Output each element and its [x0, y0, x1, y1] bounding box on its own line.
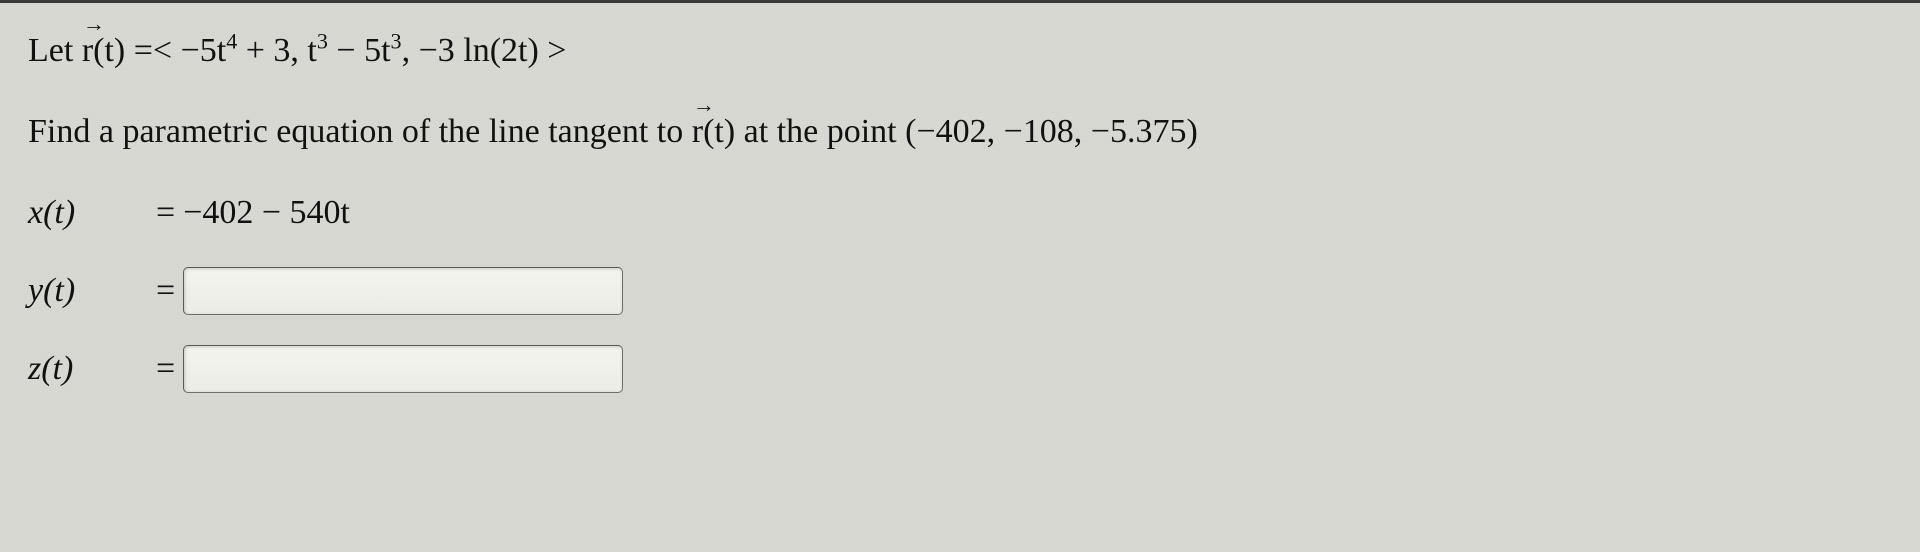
y-answer-input[interactable]	[183, 267, 623, 315]
problem-definition-line: Let r(t) =< −5t4 + 3, t3 − 5t3, −3 ln(2t…	[28, 23, 1892, 74]
y-equals: =	[148, 274, 183, 308]
problem-instruction-line: Find a parametric equation of the line t…	[28, 104, 1892, 155]
let-definition: (t) =< −5t4 + 3, t3 − 5t3, −3 ln(2t) >	[93, 32, 566, 69]
let-prefix: Let	[28, 32, 82, 69]
vector-r-symbol-1: r	[82, 23, 93, 74]
y-lhs: y(t)	[28, 272, 75, 309]
equation-row-x: x(t) = −402 − 540t	[28, 185, 1892, 241]
equation-row-z: z(t) =	[28, 341, 1892, 397]
z-equals: =	[148, 352, 183, 386]
x-equals: =	[148, 196, 183, 230]
find-prefix: Find a parametric equation of the line t…	[28, 113, 692, 150]
vector-r-symbol-2: r	[692, 104, 703, 155]
find-suffix: (t) at the point (−402, −108, −5.375)	[703, 113, 1198, 150]
x-rhs: −402 − 540t	[183, 196, 350, 230]
equation-row-y: y(t) =	[28, 263, 1892, 319]
x-lhs: x(t)	[28, 194, 75, 231]
z-answer-input[interactable]	[183, 345, 623, 393]
z-lhs: z(t)	[28, 350, 73, 387]
